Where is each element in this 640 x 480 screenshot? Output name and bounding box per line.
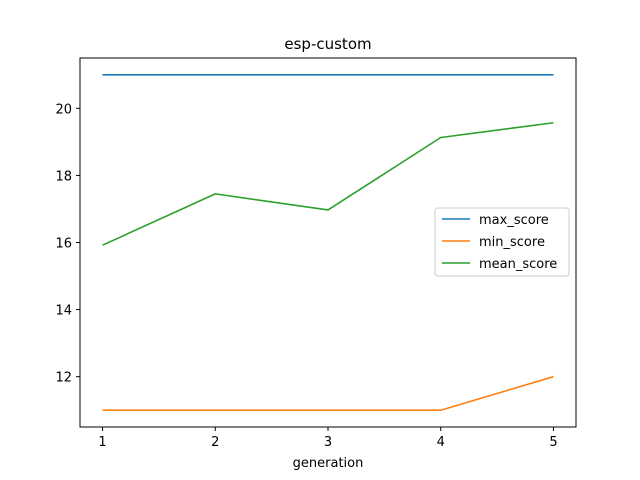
x-tick-label: 3 bbox=[324, 435, 332, 450]
y-tick-label: 12 bbox=[55, 371, 72, 386]
series-layer bbox=[102, 73, 554, 412]
series-line-min-score bbox=[102, 375, 554, 412]
x-tick-label: 5 bbox=[549, 435, 557, 450]
x-tick-label: 1 bbox=[98, 435, 106, 450]
legend-box bbox=[434, 207, 570, 277]
legend-label: mean_score bbox=[479, 257, 557, 272]
y-axis: 12 14 16 18 20 bbox=[55, 102, 80, 386]
legend-label: max_score bbox=[479, 213, 549, 228]
x-axis: 1 2 3 4 5 bbox=[98, 427, 558, 450]
x-tick-label: 4 bbox=[437, 435, 445, 450]
x-tick-label: 2 bbox=[211, 435, 219, 450]
y-tick-label: 16 bbox=[55, 237, 72, 252]
x-axis-label: generation bbox=[293, 456, 364, 471]
chart-title: esp-custom bbox=[284, 35, 371, 53]
legend: max_score min_score mean_score bbox=[434, 207, 570, 277]
y-tick-label: 18 bbox=[55, 169, 72, 184]
series-line-mean-score bbox=[102, 121, 554, 246]
y-tick-label: 20 bbox=[55, 102, 72, 117]
legend-label: min_score bbox=[479, 235, 545, 250]
y-tick-label: 14 bbox=[55, 304, 72, 319]
